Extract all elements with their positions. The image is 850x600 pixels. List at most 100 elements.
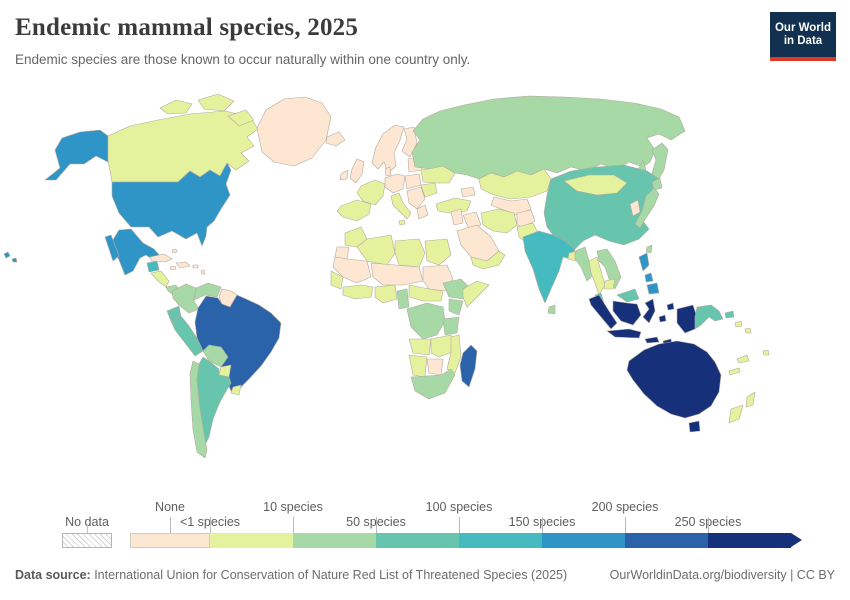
country-jamaica[interactable] — [169, 265, 177, 271]
country-norway-sweden[interactable] — [371, 124, 405, 174]
country-venezuela[interactable] — [193, 282, 222, 301]
legend-bin-b100[interactable] — [459, 533, 542, 548]
owid-link[interactable]: OurWorldinData.org/biodiversity | CC BY — [609, 568, 835, 582]
country-kazakhstan[interactable] — [478, 168, 552, 200]
country-hawaii[interactable] — [11, 257, 18, 263]
country-finland[interactable] — [401, 126, 418, 158]
country-indonesia-sumatra[interactable] — [588, 294, 618, 330]
country-solomon-islands[interactable] — [744, 327, 752, 334]
country-malaysia-borneo[interactable] — [616, 288, 640, 303]
country-central-america[interactable] — [150, 270, 170, 288]
country-cameroon[interactable] — [396, 288, 410, 310]
country-indonesia-moluccas[interactable] — [658, 314, 667, 323]
country-indonesia-moluccas[interactable] — [666, 302, 675, 311]
country-indonesia-java[interactable] — [606, 328, 642, 339]
country-mexico[interactable] — [110, 228, 161, 276]
country-korea[interactable] — [629, 199, 641, 217]
country-australia[interactable] — [626, 340, 722, 419]
country-sri-lanka[interactable] — [547, 304, 556, 315]
country-kenya[interactable] — [448, 298, 464, 316]
country-senegal-guinea[interactable] — [330, 270, 344, 290]
country-caucasus[interactable] — [460, 186, 476, 198]
country-zambia-zimbabwe[interactable] — [430, 334, 456, 358]
legend-bin-b150[interactable] — [542, 533, 625, 548]
country-cuba[interactable] — [149, 253, 173, 263]
country-south-africa[interactable] — [410, 368, 456, 400]
country-arctic-island[interactable] — [227, 109, 255, 127]
legend-bin-lt1[interactable] — [210, 533, 293, 548]
legend-bin-b50[interactable] — [376, 533, 459, 548]
country-drc[interactable] — [406, 302, 446, 340]
country-mexico-baja[interactable] — [104, 234, 120, 262]
country-alaska[interactable] — [44, 129, 109, 181]
country-mozambique[interactable] — [446, 334, 462, 374]
country-west-africa[interactable] — [342, 284, 374, 300]
owid-logo[interactable]: Our World in Data — [770, 12, 836, 61]
country-greenland[interactable] — [256, 96, 332, 167]
country-denmark[interactable] — [384, 166, 392, 177]
legend-bin-b10[interactable] — [293, 533, 376, 548]
no-data-swatch[interactable] — [62, 533, 112, 548]
country-japan[interactable] — [634, 187, 660, 229]
country-angola[interactable] — [408, 338, 432, 356]
country-solomon-islands[interactable] — [734, 320, 743, 328]
country-indonesia-sulawesi[interactable] — [642, 298, 656, 324]
country-philippines-mindanao[interactable] — [646, 282, 660, 295]
country-vanuatu[interactable] — [736, 354, 750, 364]
country-iran[interactable] — [480, 208, 518, 234]
country-libya[interactable] — [394, 238, 426, 268]
country-new-zealand-south[interactable] — [728, 404, 744, 424]
country-nigeria[interactable] — [374, 284, 398, 304]
country-uk[interactable] — [349, 158, 365, 184]
country-poland[interactable] — [404, 173, 422, 190]
country-egypt[interactable] — [424, 238, 452, 266]
country-indonesia-papua[interactable] — [676, 304, 698, 334]
country-italy-sicily[interactable] — [398, 219, 406, 226]
country-balkans[interactable] — [406, 186, 426, 210]
country-iraq[interactable] — [462, 211, 482, 230]
country-cambodia[interactable] — [603, 278, 616, 290]
country-myanmar[interactable] — [574, 246, 594, 282]
country-yemen-oman[interactable] — [470, 250, 506, 270]
country-greece[interactable] — [416, 204, 429, 220]
country-hispaniola[interactable] — [175, 261, 191, 269]
country-png-new-britain[interactable] — [724, 310, 735, 319]
country-turkey[interactable] — [435, 197, 472, 214]
country-ireland[interactable] — [339, 169, 349, 181]
legend-bin-b200[interactable] — [625, 533, 708, 548]
country-arctic-island[interactable] — [159, 99, 193, 115]
country-hawaii[interactable] — [3, 251, 11, 259]
country-usa[interactable] — [111, 162, 232, 247]
country-taiwan[interactable] — [645, 244, 653, 254]
country-indonesia-lesser-sunda[interactable] — [644, 336, 660, 344]
country-india[interactable] — [522, 230, 576, 304]
country-namibia[interactable] — [408, 354, 428, 378]
country-lesser-antilles[interactable] — [200, 269, 206, 275]
country-new-zealand-north[interactable] — [745, 391, 756, 408]
country-philippines-luzon[interactable] — [638, 252, 650, 272]
country-fiji[interactable] — [762, 349, 770, 356]
country-italy[interactable] — [390, 192, 412, 220]
country-indonesia-kalimantan[interactable] — [612, 300, 642, 326]
country-germany[interactable] — [384, 173, 406, 194]
country-france[interactable] — [356, 179, 386, 206]
legend-bin-none[interactable] — [130, 533, 210, 548]
country-tasmania[interactable] — [688, 420, 701, 433]
legend-bin-b250[interactable] — [708, 533, 791, 548]
country-niger-chad[interactable] — [370, 262, 424, 286]
country-tanzania[interactable] — [442, 316, 460, 336]
country-arctic-island[interactable] — [197, 93, 235, 112]
country-puerto-rico[interactable] — [192, 264, 199, 269]
country-romania[interactable] — [420, 182, 438, 198]
country-botswana[interactable] — [426, 358, 444, 376]
country-spain-portugal[interactable] — [336, 199, 372, 222]
country-south-sudan-car[interactable] — [408, 284, 444, 302]
country-madagascar[interactable] — [459, 344, 478, 388]
country-new-caledonia[interactable] — [728, 367, 741, 376]
country-iceland[interactable] — [325, 131, 346, 147]
country-syria-levant[interactable] — [450, 208, 464, 226]
country-chile[interactable] — [189, 360, 208, 459]
country-somalia[interactable] — [462, 280, 490, 308]
country-philippines-visayas[interactable] — [644, 272, 654, 283]
country-uruguay[interactable] — [230, 384, 242, 396]
